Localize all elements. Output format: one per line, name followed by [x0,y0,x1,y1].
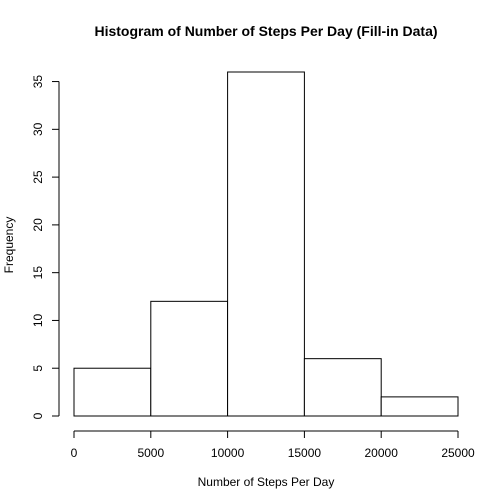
y-tick-label: 20 [31,218,45,232]
y-tick-label: 15 [31,266,45,280]
y-axis: 0 5 10 15 20 25 30 35 [31,75,60,419]
histogram-bar-4 [380,396,459,417]
x-tick-label: 25000 [441,446,475,460]
y-tick-label: 5 [31,365,45,372]
y-tick-label: 10 [31,313,45,327]
y-tick-label: 0 [31,412,45,419]
histogram-bar-1 [150,300,229,417]
x-tick-label: 15000 [288,446,322,460]
bars-layer [73,71,459,417]
x-tick-label: 0 [71,446,78,460]
histogram-bar-3 [303,358,382,417]
x-axis: 0 5000 10000 15000 20000 25000 [71,430,475,460]
y-tick-label: 35 [31,75,45,89]
x-axis-label: Number of Steps Per Day [198,475,335,489]
y-tick-label: 30 [31,122,45,136]
y-axis-label: Frequency [2,217,16,274]
chart-title: Histogram of Number of Steps Per Day (Fi… [94,23,437,39]
y-tick-label: 25 [31,170,45,184]
histogram-bar-2 [227,71,305,417]
x-tick-label: 5000 [137,446,164,460]
histogram-bar-0 [73,367,152,417]
x-tick-label: 20000 [365,446,399,460]
x-tick-label: 10000 [211,446,245,460]
